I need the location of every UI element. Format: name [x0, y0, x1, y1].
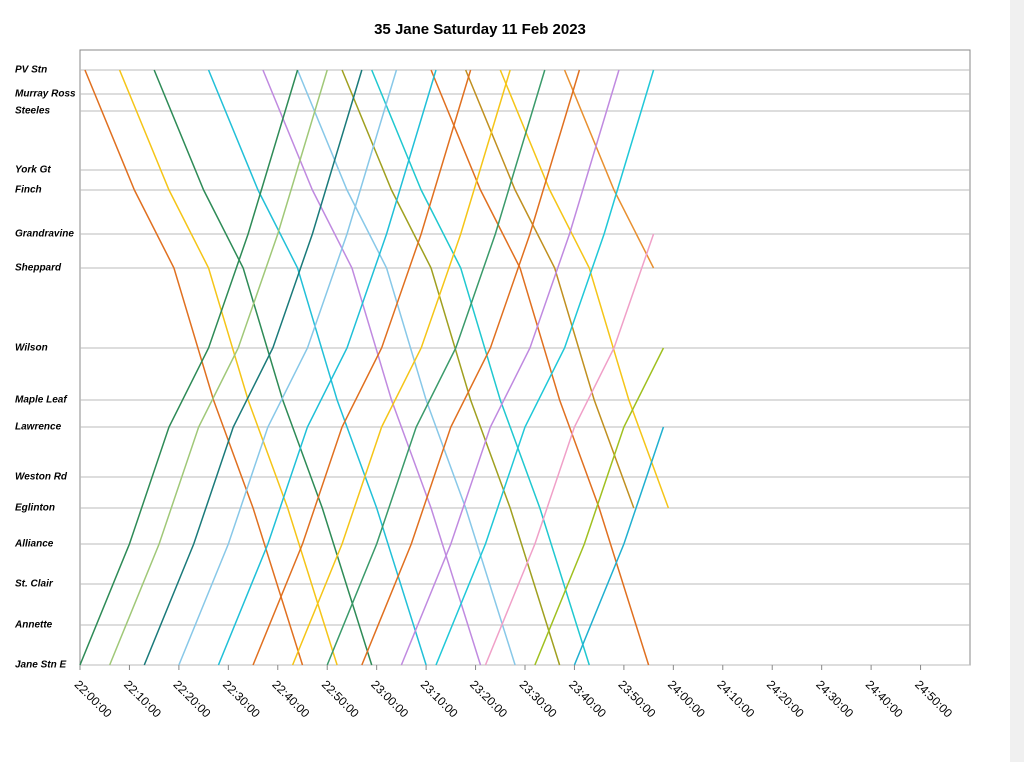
y-tick-label: Maple Leaf	[15, 395, 68, 406]
chart-title: 35 Jane Saturday 11 Feb 2023	[374, 21, 586, 38]
y-tick-label: Steeles	[15, 106, 50, 117]
trip-line	[484, 233, 655, 666]
trip-line	[108, 69, 328, 666]
trip-line	[217, 69, 437, 666]
trip-line	[153, 69, 373, 666]
trip-line	[291, 69, 511, 666]
trip-line	[207, 69, 427, 666]
trip-line	[296, 69, 516, 666]
trip-line	[361, 69, 581, 666]
trip-line	[262, 69, 482, 666]
trip-line	[178, 69, 398, 666]
trip-line	[143, 69, 363, 666]
trip-line	[118, 69, 338, 666]
y-tick-label: Finch	[15, 185, 42, 196]
y-tick-label: Grandravine	[15, 229, 74, 240]
y-tick-label: Lawrence	[15, 422, 62, 433]
trip-line	[563, 69, 655, 269]
y-tick-label: Sheppard	[15, 263, 62, 274]
y-tick-label: Annette	[14, 620, 53, 631]
trip-line	[534, 347, 665, 666]
y-tick-label: PV Stn	[15, 65, 47, 76]
trip-line	[464, 69, 635, 509]
y-tick-label: Weston Rd	[15, 472, 68, 483]
y-tick-label: Eglinton	[15, 503, 55, 514]
scrollbar	[1010, 0, 1024, 762]
trip-line	[84, 69, 304, 666]
trip-line	[435, 69, 655, 666]
trip-line	[430, 69, 650, 666]
trip-line	[252, 69, 472, 666]
trip-line	[79, 69, 299, 666]
trip-line	[499, 69, 670, 509]
y-tick-label: Alliance	[14, 539, 54, 550]
trip-line	[371, 69, 590, 666]
y-tick-label: Murray Ross	[15, 89, 76, 100]
y-tick-label: York Gt	[15, 165, 51, 176]
y-tick-label: St. Clair	[15, 579, 54, 590]
trip-line	[573, 426, 665, 666]
trip-line	[400, 69, 620, 666]
y-tick-label: Jane Stn E	[15, 660, 66, 671]
y-tick-label: Wilson	[15, 343, 48, 354]
trip-line	[326, 69, 546, 666]
trip-line	[341, 69, 561, 666]
